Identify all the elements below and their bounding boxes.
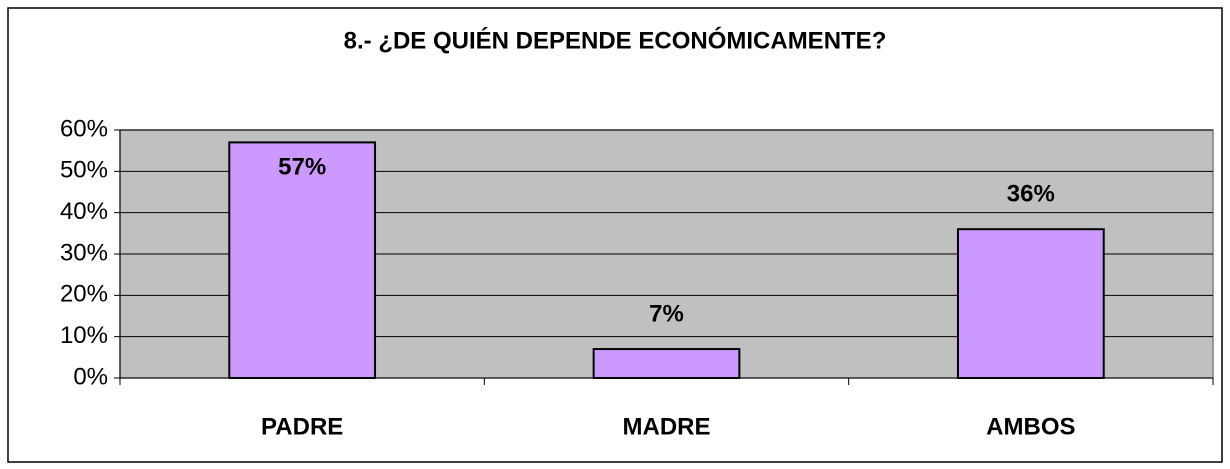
x-tick-label: PADRE xyxy=(261,413,343,440)
x-tick-label: AMBOS xyxy=(986,413,1075,440)
y-tick-label: 50% xyxy=(60,157,108,184)
bar xyxy=(592,348,741,380)
data-label: 7% xyxy=(649,300,684,327)
bar xyxy=(228,141,377,379)
y-tick-label: 0% xyxy=(73,363,108,390)
y-tick-label: 60% xyxy=(60,115,108,142)
y-tick-label: 10% xyxy=(60,322,108,349)
data-label: 57% xyxy=(278,154,326,181)
x-tick-label: MADRE xyxy=(623,413,711,440)
bar xyxy=(956,228,1105,379)
y-tick-label: 40% xyxy=(60,198,108,225)
y-tick-label: 30% xyxy=(60,239,108,266)
chart-title: 8.- ¿DE QUIÉN DEPENDE ECONÓMICAMENTE? xyxy=(344,26,887,54)
data-label: 36% xyxy=(1007,181,1055,208)
y-tick-label: 20% xyxy=(60,281,108,308)
